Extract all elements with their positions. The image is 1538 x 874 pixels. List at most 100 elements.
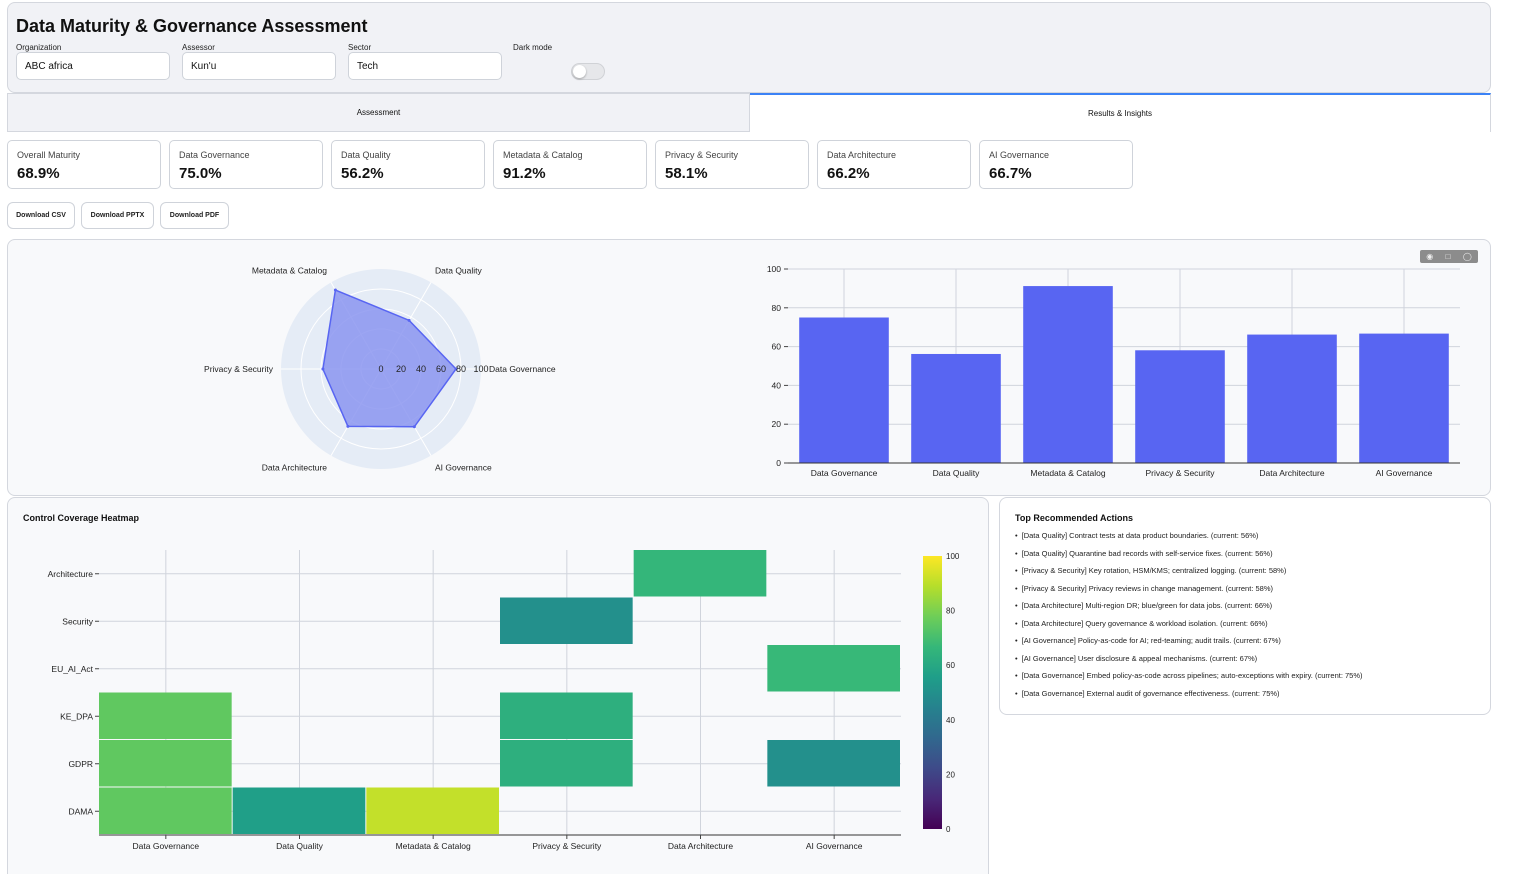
dark-mode-label: Dark mode	[513, 43, 553, 52]
metric-label: Data Governance	[179, 150, 250, 160]
heatmap-y-tick-label: Architecture	[48, 569, 94, 579]
metric-value: 75.0%	[179, 165, 222, 182]
bar-x-tick-label: Data Governance	[811, 468, 878, 478]
radar-radial-tick: 60	[436, 364, 446, 374]
metric-value: 68.9%	[17, 165, 60, 182]
dark-mode-toggle[interactable]	[571, 63, 605, 80]
bar-x-tick-label: Metadata & Catalog	[1030, 468, 1105, 478]
tab-results-insights[interactable]: Results & Insights	[750, 93, 1491, 132]
heatmap-title: Control Coverage Heatmap	[23, 513, 140, 523]
heatmap-cell	[366, 787, 499, 834]
radar-radial-tick: 0	[378, 364, 383, 374]
radar-point	[454, 367, 458, 371]
metric-label: Overall Maturity	[17, 150, 81, 160]
download-pdf-button[interactable]: Download PDF	[160, 202, 229, 229]
charts-panel: 0 20 40 60 80 100 Data Governance Data Quality M…	[7, 239, 1491, 496]
bar-x-tick-label: Data Architecture	[1259, 468, 1324, 478]
bar-y-tick-label: 20	[772, 419, 782, 429]
recommendations-title: Top Recommended Actions	[1015, 513, 1134, 523]
download-pptx-button[interactable]: Download PPTX	[81, 202, 154, 229]
bar	[1359, 333, 1449, 463]
bar-x-tick-label: Privacy & Security	[1146, 468, 1216, 478]
metric-card-metadata-catalog: Metadata & Catalog 91.2%	[493, 140, 647, 189]
metric-value: 66.7%	[989, 165, 1032, 182]
box-select-icon[interactable]: □	[1445, 252, 1451, 261]
radar-axis-label: Privacy & Security	[204, 364, 274, 374]
lasso-icon[interactable]: ◯	[1462, 252, 1472, 261]
colorbar-tick-label: 0	[946, 825, 951, 834]
radar-radial-tick: 100	[473, 364, 488, 374]
toggle-knob	[573, 65, 586, 78]
page-title: Data Maturity & Governance Assessment	[16, 16, 368, 36]
heatmap-x-tick-label: Metadata & Catalog	[396, 841, 471, 851]
bar-y-tick-label: 60	[772, 342, 782, 352]
recommendations-list: [Data Quality] Contract tests at data pr…	[1015, 531, 1363, 706]
recommendation-item: [Data Quality] Contract tests at data pr…	[1015, 531, 1363, 549]
heatmap-x-tick-label: Data Quality	[276, 841, 324, 851]
bar-y-tick-label: 40	[772, 380, 782, 390]
recommendation-item: [Data Architecture] Query governance & w…	[1015, 619, 1363, 637]
bar-y-tick-label: 0	[776, 458, 781, 468]
colorbar-tick-label: 20	[946, 770, 955, 779]
heatmap-y-tick-label: DAMA	[68, 806, 93, 816]
bar-x-tick-label: AI Governance	[1376, 468, 1433, 478]
radar-axis-label: AI Governance	[435, 463, 492, 473]
camera-icon[interactable]: ◉	[1426, 252, 1434, 261]
metric-value: 56.2%	[341, 165, 384, 182]
metric-value: 91.2%	[503, 165, 546, 182]
heatmap-cell	[99, 692, 232, 739]
bar-x-tick-label: Data Quality	[933, 468, 981, 478]
heatmap-panel: Control Coverage Heatmap DAMA GDPR KE_DPA E…	[7, 497, 989, 874]
bar-chart: 0 20 40 60 80 100 Data Governance Data Quality M…	[767, 264, 1460, 478]
metric-label: Metadata & Catalog	[503, 150, 583, 160]
recommendation-item: [Privacy & Security] Privacy reviews in …	[1015, 584, 1363, 602]
heatmap-cell	[500, 692, 633, 739]
radar-radial-tick: 40	[416, 364, 426, 374]
assessor-input[interactable]	[182, 52, 336, 80]
organization-input[interactable]	[16, 52, 170, 80]
heatmap-y-tick-label: KE_DPA	[60, 711, 93, 721]
metric-card-data-architecture: Data Architecture 66.2%	[817, 140, 971, 189]
bar-y-tick-label: 80	[772, 303, 782, 313]
colorbar-tick-label: 80	[946, 607, 955, 616]
radar-point	[412, 425, 416, 429]
recommendation-item: [Data Quality] Quarantine bad records wi…	[1015, 549, 1363, 567]
recommendations-panel: Top Recommended Actions [Data Quality] C…	[999, 497, 1491, 715]
bar	[799, 317, 889, 463]
download-csv-button[interactable]: Download CSV	[7, 202, 75, 229]
metric-card-data-governance: Data Governance 75.0%	[169, 140, 323, 189]
heatmap-cell	[500, 597, 633, 644]
heatmap-cell	[633, 550, 767, 597]
colorbar-tick-label: 100	[946, 552, 960, 561]
heatmap-cell	[232, 787, 366, 834]
bar	[911, 353, 1001, 463]
radar-point	[407, 318, 411, 322]
metric-label: Data Architecture	[827, 150, 897, 160]
radar-point	[321, 367, 325, 371]
metric-label: AI Governance	[989, 150, 1050, 160]
recommendation-item: [AI Governance] Policy-as-code for AI; r…	[1015, 636, 1363, 654]
heatmap-cell	[500, 740, 633, 787]
radar-radial-tick: 20	[396, 364, 406, 374]
heatmap-chart: DAMA GDPR KE_DPA EU_AI_Act Security Architect…	[48, 550, 960, 851]
radar-axis-label: Data Quality	[435, 265, 483, 275]
radar-chart: 0 20 40 60 80 100 Data Governance Data Quality M…	[204, 265, 556, 473]
heatmap-x-tick-label: Data Governance	[133, 841, 200, 851]
bar	[1135, 350, 1225, 463]
heatmap-cell	[767, 645, 900, 692]
heatmap-y-tick-label: EU_AI_Act	[51, 664, 93, 674]
heatmap-cell	[99, 740, 232, 787]
tab-assessment[interactable]: Assessment	[7, 93, 750, 132]
metric-label: Data Quality	[341, 150, 391, 160]
sector-input[interactable]	[348, 52, 502, 80]
radar-axis-label: Data Architecture	[262, 463, 327, 473]
bar-y-tick-label: 100	[767, 264, 781, 274]
header-panel: Data Maturity & Governance Assessment Or…	[7, 2, 1491, 93]
heatmap-y-tick-label: GDPR	[68, 759, 93, 769]
metric-value: 66.2%	[827, 165, 870, 182]
recommendation-item: [Data Governance] External audit of gove…	[1015, 689, 1363, 707]
recommendation-item: [AI Governance] User disclosure & appeal…	[1015, 654, 1363, 672]
recommendation-item: [Privacy & Security] Key rotation, HSM/K…	[1015, 566, 1363, 584]
metric-label: Privacy & Security	[665, 150, 739, 160]
colorbar-tick-label: 40	[946, 716, 955, 725]
